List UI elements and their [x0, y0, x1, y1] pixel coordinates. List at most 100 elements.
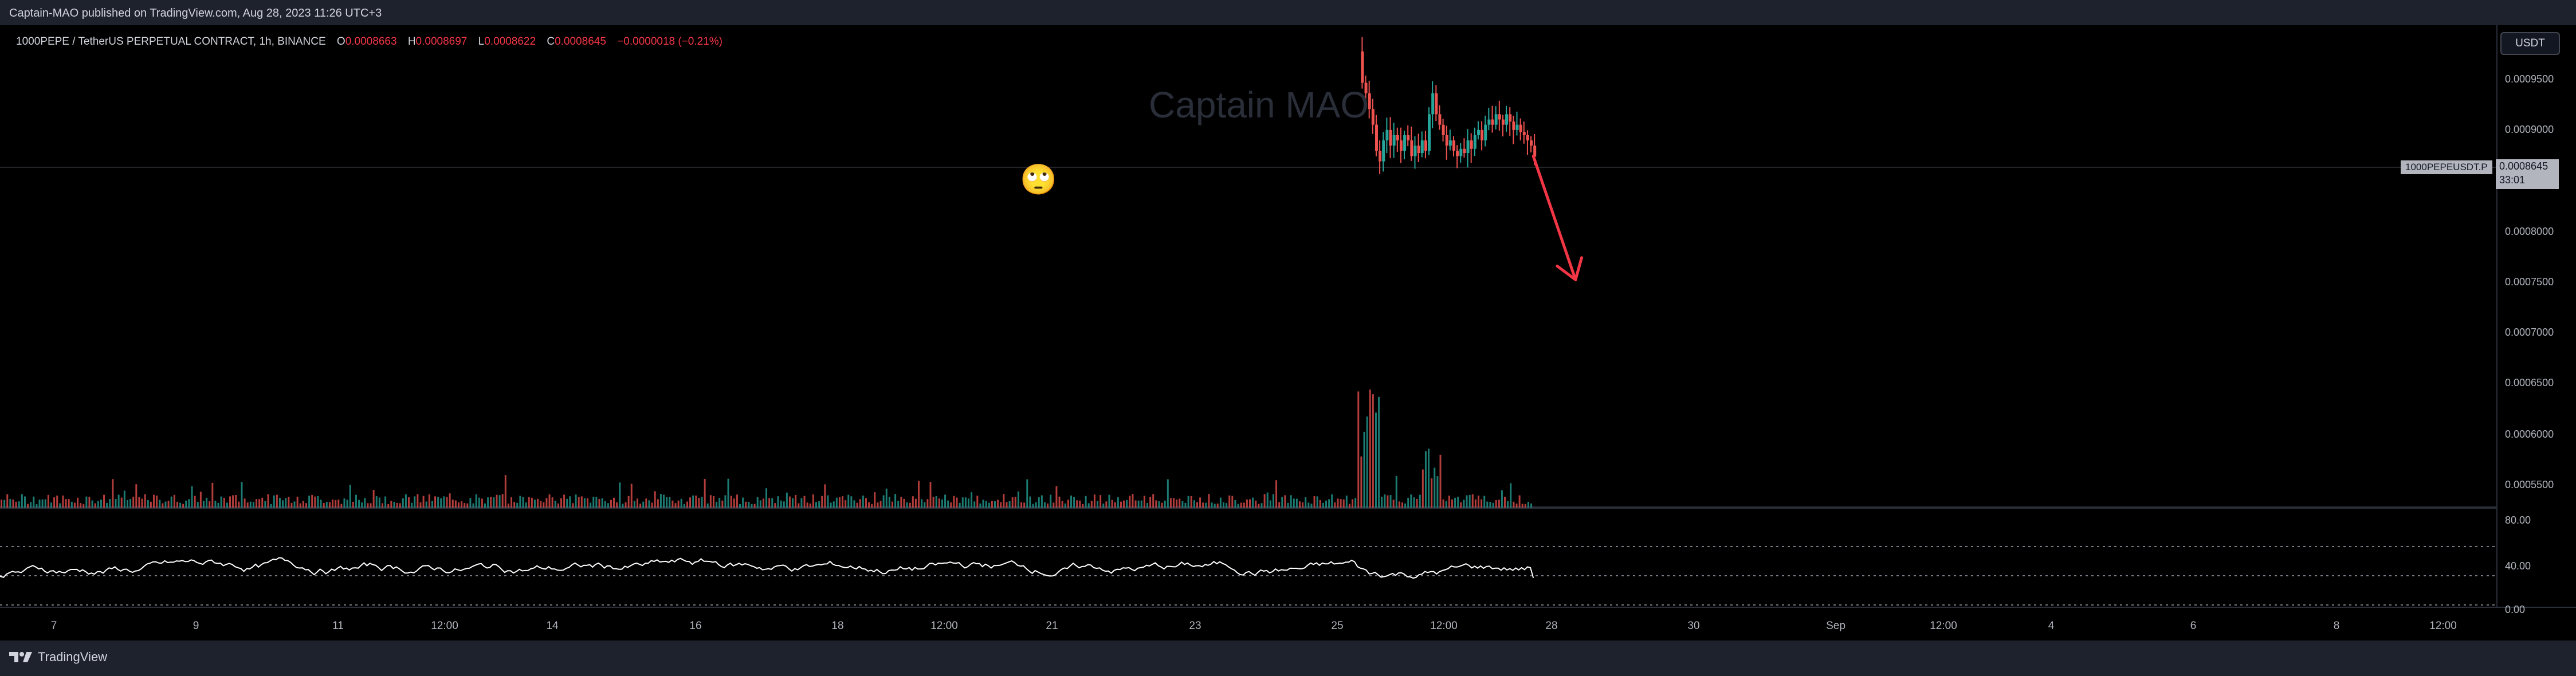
- volume-bar: [311, 494, 313, 508]
- volume-bar: [914, 498, 917, 508]
- candle-body: [1484, 124, 1487, 141]
- volume-bar: [384, 496, 387, 508]
- volume-bar: [1419, 494, 1421, 508]
- candle-body: [1442, 124, 1445, 135]
- volume-bar: [1313, 496, 1316, 508]
- volume-bar: [976, 496, 979, 508]
- volume-bar: [258, 499, 261, 508]
- volume-bar: [1293, 498, 1295, 508]
- volume-bar: [1489, 502, 1491, 508]
- volume-bar: [926, 499, 929, 508]
- volume-bar: [1243, 502, 1245, 508]
- volume-bar: [38, 500, 41, 508]
- volume-bar: [335, 500, 337, 508]
- volume-bar: [1375, 412, 1377, 508]
- candle-body: [1413, 146, 1417, 156]
- volume-bar: [1492, 502, 1494, 508]
- volume-bar: [1202, 502, 1204, 508]
- volume-bar: [1319, 500, 1321, 508]
- volume-bar: [560, 498, 562, 508]
- volume-bar: [580, 496, 583, 508]
- price-tick: 0.0005500: [2505, 479, 2554, 490]
- candlestick-series: [1361, 37, 1537, 174]
- volume-bar: [343, 498, 345, 508]
- volume-bar: [1226, 503, 1228, 508]
- volume-bar: [554, 501, 556, 508]
- volume-bar: [431, 501, 433, 508]
- volume-bar: [1352, 499, 1354, 508]
- candle-body: [1487, 119, 1491, 125]
- volume-bar: [305, 503, 307, 508]
- volume-bar: [375, 496, 378, 508]
- open-label: O: [336, 36, 345, 48]
- volume-bar: [390, 501, 392, 508]
- volume-bar: [583, 498, 586, 508]
- volume-bar: [197, 502, 199, 508]
- symbol-legend[interactable]: 1000PEPE / TetherUS PERPETUAL CONTRACT, …: [16, 36, 722, 48]
- volume-bar: [1348, 504, 1350, 508]
- volume-bar: [1146, 502, 1148, 508]
- time-tick: 21: [1046, 620, 1058, 632]
- volume-bar: [1395, 475, 1397, 508]
- volume-bar: [853, 500, 855, 508]
- volume-bar: [115, 499, 117, 508]
- volume-bar: [199, 492, 202, 508]
- volume-bar: [733, 498, 735, 508]
- volume-bar: [1431, 478, 1433, 508]
- volume-bar: [91, 500, 93, 508]
- volume-bar: [1143, 496, 1145, 508]
- close-value: 0.0008645: [555, 36, 606, 48]
- volume-bar: [267, 494, 269, 508]
- volume-bar: [47, 494, 49, 508]
- volume-bar: [1439, 454, 1442, 508]
- volume-bar: [278, 497, 281, 508]
- currency-button[interactable]: USDT: [2500, 32, 2560, 55]
- tradingview-logo[interactable]: TradingView: [9, 650, 107, 665]
- volume-bar: [721, 500, 724, 508]
- volume-bar: [1035, 502, 1037, 508]
- volume-bar: [498, 495, 501, 508]
- volume-bar: [65, 499, 67, 508]
- volume-bar: [613, 497, 615, 508]
- volume-bar: [33, 496, 35, 508]
- volume-bar: [1260, 503, 1263, 508]
- volume-bar: [94, 503, 96, 508]
- volume-bar: [1515, 503, 1518, 508]
- volume-bar: [1038, 497, 1040, 508]
- volume-bar: [838, 497, 841, 508]
- time-tick: 18: [831, 620, 844, 632]
- candle-body: [1361, 51, 1364, 83]
- volume-bar: [1398, 501, 1400, 508]
- volume-bar: [3, 500, 6, 508]
- volume-bar: [1228, 495, 1231, 508]
- volume-bar: [302, 501, 304, 508]
- volume-bar: [30, 502, 32, 508]
- volume-bar: [469, 498, 472, 508]
- volume-bar: [1428, 449, 1430, 508]
- volume-bar: [991, 501, 993, 508]
- volume-bar: [929, 482, 932, 508]
- volume-bar: [1334, 502, 1336, 508]
- volume-bar: [903, 498, 905, 508]
- eye-roll-emoji[interactable]: 🙄: [1020, 163, 1057, 196]
- volume-bar: [1167, 479, 1169, 508]
- chart-canvas[interactable]: [0, 25, 2576, 640]
- volume-bar: [1097, 501, 1099, 508]
- volume-bar: [1392, 500, 1395, 508]
- volume-bar: [264, 501, 266, 508]
- volume-bar: [273, 495, 275, 508]
- volume-bar: [308, 496, 311, 508]
- volume-bar: [1064, 503, 1066, 508]
- volume-bar: [704, 478, 706, 508]
- low-label: L: [478, 36, 485, 48]
- volume-bar: [138, 497, 140, 508]
- candle-body: [1452, 140, 1456, 151]
- volume-bar: [1085, 496, 1087, 508]
- volume-bar: [674, 503, 677, 508]
- volume-bar: [1328, 499, 1330, 508]
- price-axis-background: [2497, 25, 2576, 640]
- volume-bar: [1322, 502, 1324, 508]
- volume-bar: [941, 499, 943, 508]
- volume-bar: [1389, 495, 1392, 508]
- volume-bar: [1372, 394, 1374, 508]
